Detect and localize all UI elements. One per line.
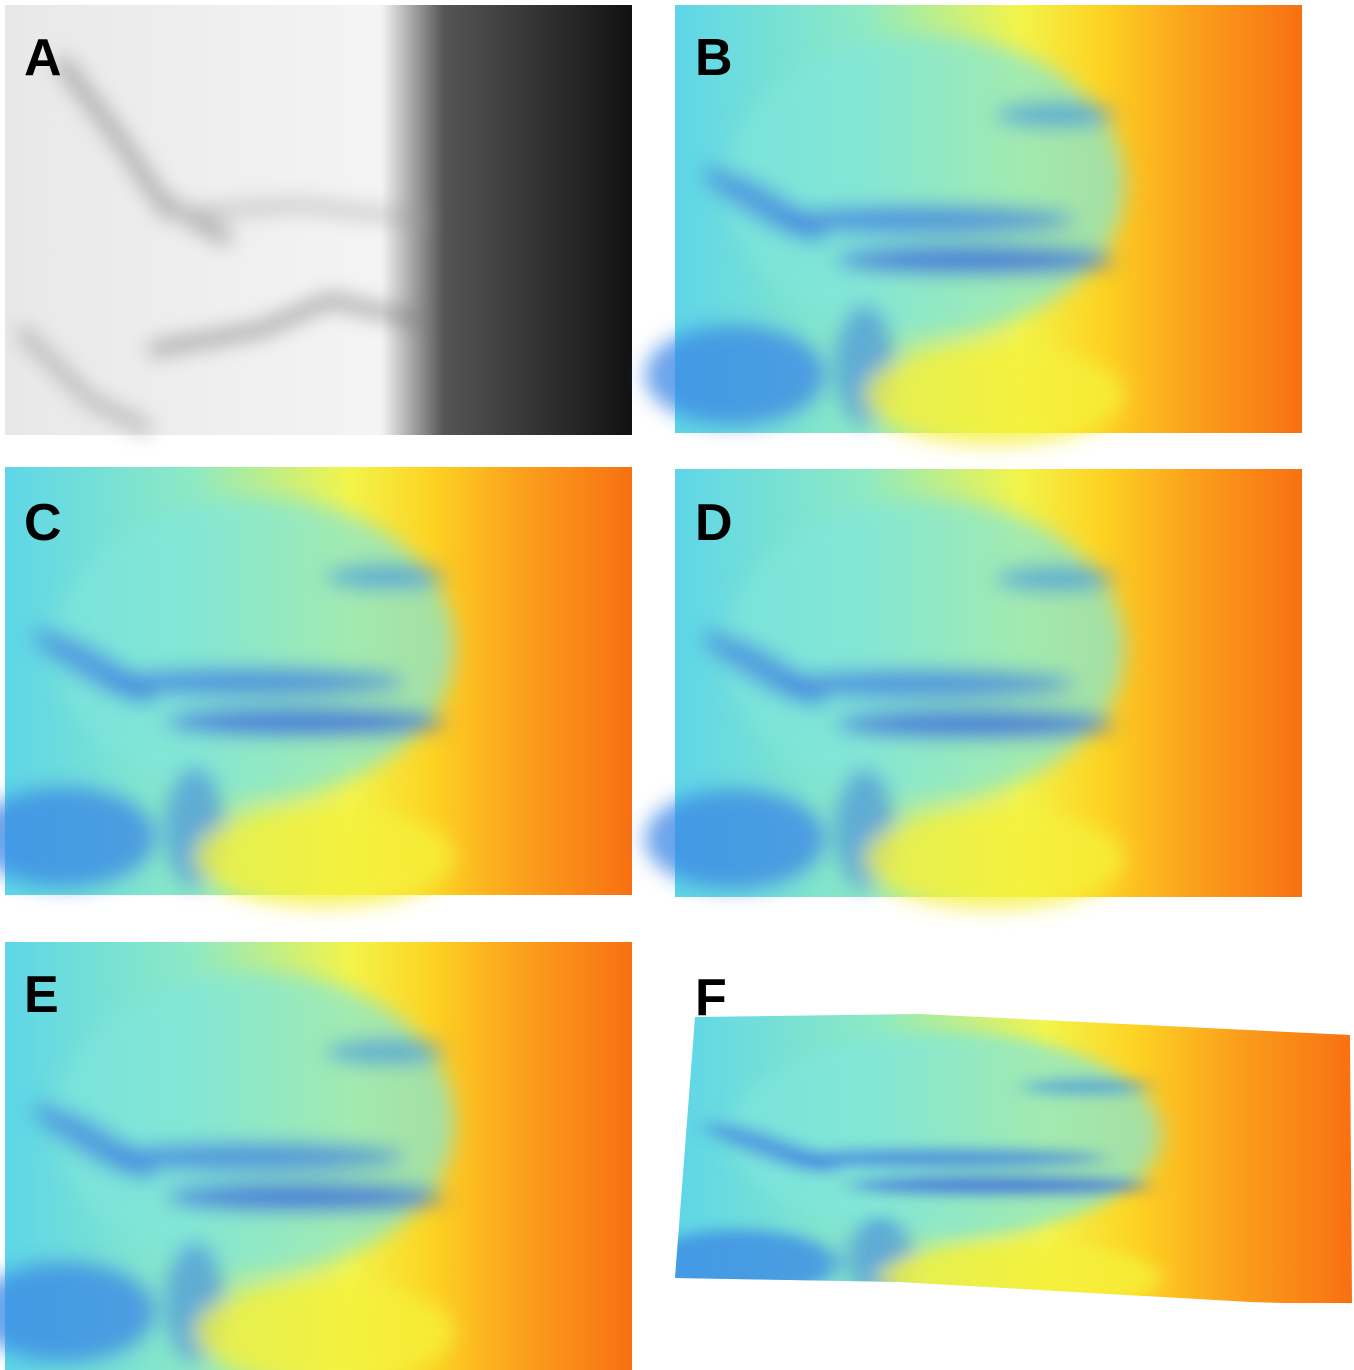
page: A B C D E F (() => { const data = JSON.p… — [0, 0, 1354, 1370]
panel-b — [645, 5, 1302, 445]
panel-label: F — [695, 969, 727, 1027]
panel-e — [0, 942, 632, 1370]
panel-label: A — [24, 29, 62, 87]
panel-d — [645, 469, 1302, 909]
panel-f — [643, 1012, 1353, 1311]
panel-a — [5, 5, 632, 435]
panel-label: E — [24, 966, 59, 1024]
panel-label: B — [695, 29, 733, 87]
panel-label: D — [695, 494, 733, 552]
panel-c — [0, 467, 632, 907]
figure: A B C D E F — [0, 0, 1354, 1370]
panel-label: C — [24, 494, 62, 552]
